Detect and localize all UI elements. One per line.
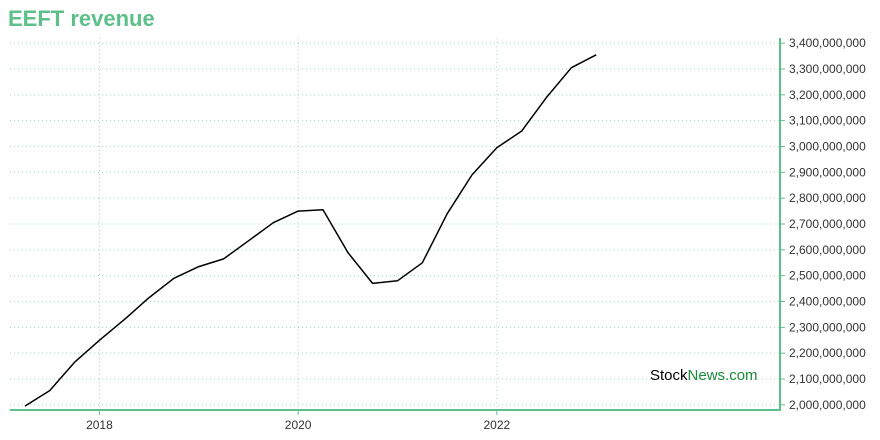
tick-labels: 2,000,000,000 2,100,000,000 2,200,000,000 2… <box>86 36 866 432</box>
watermark-news: News <box>688 367 726 384</box>
watermark-stock: Stock <box>650 367 688 384</box>
y-tick-label: 2,200,000,000 <box>789 346 866 360</box>
stocknews-watermark: StockNews.com <box>650 367 758 384</box>
grid-lines <box>10 38 780 410</box>
y-tick-label: 3,100,000,000 <box>789 114 866 128</box>
axes <box>10 38 785 415</box>
x-tick-label: 2022 <box>483 418 510 432</box>
y-tick-label: 2,100,000,000 <box>789 372 866 386</box>
y-tick-label: 2,000,000,000 <box>789 398 866 412</box>
x-tick-label: 2018 <box>86 418 113 432</box>
chart-title: EEFT revenue <box>8 6 155 31</box>
series-layer <box>24 54 597 407</box>
x-tick-label: 2020 <box>285 418 312 432</box>
revenue-series-line <box>24 54 597 407</box>
watermark-domain: .com <box>725 367 758 384</box>
y-tick-label: 2,400,000,000 <box>789 295 866 309</box>
y-tick-label: 2,800,000,000 <box>789 191 866 205</box>
y-tick-label: 3,400,000,000 <box>789 36 866 50</box>
y-tick-label: 3,200,000,000 <box>789 88 866 102</box>
y-tick-label: 2,900,000,000 <box>789 165 866 179</box>
y-tick-label: 3,000,000,000 <box>789 140 866 154</box>
y-tick-label: 2,700,000,000 <box>789 217 866 231</box>
y-tick-label: 2,500,000,000 <box>789 269 866 283</box>
y-tick-label: 3,300,000,000 <box>789 62 866 76</box>
y-tick-label: 2,300,000,000 <box>789 320 866 334</box>
y-tick-label: 2,600,000,000 <box>789 243 866 257</box>
